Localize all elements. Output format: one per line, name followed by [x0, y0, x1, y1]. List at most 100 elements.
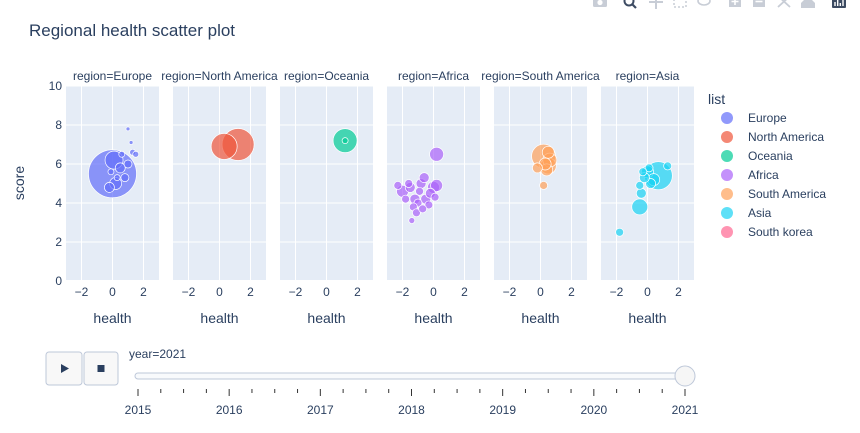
box-select-icon[interactable] — [673, 0, 687, 8]
lasso-loop — [697, 0, 711, 6]
x-tick-label: −2 — [182, 285, 196, 299]
data-point[interactable] — [418, 204, 427, 214]
data-point[interactable] — [132, 150, 140, 158]
data-point[interactable] — [123, 159, 133, 169]
x-tick-label: 0 — [537, 285, 544, 299]
data-point[interactable] — [635, 187, 647, 199]
slider-year-label[interactable]: 2021 — [672, 403, 699, 417]
x-axis-title: health — [200, 310, 238, 326]
legend-item[interactable]: Europe — [721, 111, 787, 125]
data-point[interactable] — [118, 150, 126, 158]
facet-panel: region=Asia −2 0 2 health — [601, 69, 694, 326]
zoom-out-icon[interactable] — [753, 0, 765, 7]
slider-handle[interactable] — [674, 365, 696, 387]
slider-current-label: year=2021 — [129, 347, 186, 361]
autoscale-icon[interactable] — [777, 0, 791, 8]
data-point[interactable] — [541, 145, 555, 159]
data-point[interactable] — [415, 186, 424, 196]
legend-marker — [721, 131, 733, 143]
legend-item[interactable]: North America — [721, 130, 824, 144]
data-point[interactable] — [631, 198, 649, 216]
legend-marker — [721, 169, 733, 181]
lasso-icon[interactable] — [697, 0, 711, 6]
home-icon[interactable] — [801, 0, 815, 8]
data-point[interactable] — [430, 179, 443, 192]
data-point[interactable] — [429, 146, 444, 162]
zoom-in-plus — [731, 0, 739, 5]
data-point[interactable] — [412, 208, 421, 218]
slider-year-label[interactable]: 2016 — [216, 403, 243, 417]
y-tick-label: 6 — [55, 157, 62, 171]
facet-label: region=South America — [481, 69, 600, 83]
zoom-in-icon[interactable] — [729, 0, 741, 7]
data-point[interactable] — [401, 194, 410, 204]
y-tick-label: 10 — [49, 79, 63, 93]
data-point[interactable] — [638, 167, 648, 177]
x-tick-label: 2 — [568, 285, 575, 299]
slider-year-label[interactable]: 2020 — [580, 403, 607, 417]
data-point[interactable] — [114, 162, 126, 174]
play-button[interactable] — [45, 351, 83, 386]
legend-marker — [721, 188, 733, 200]
x-tick-label: 2 — [354, 285, 361, 299]
facet-panel: region=Africa −2 0 2 health — [387, 69, 480, 326]
data-point[interactable] — [393, 181, 403, 190]
data-point[interactable] — [663, 161, 673, 171]
facet-label: region=North America — [161, 69, 278, 83]
data-point[interactable] — [404, 179, 414, 188]
data-point[interactable] — [418, 172, 430, 183]
legend-item[interactable]: Oceania — [721, 149, 793, 163]
y-tick-label: 0 — [55, 274, 62, 288]
zoom-icon[interactable] — [623, 0, 637, 9]
data-point[interactable] — [120, 173, 130, 182]
slider-year-label[interactable]: 2017 — [307, 403, 334, 417]
legend-item[interactable]: South America — [721, 187, 826, 201]
y-tick-label: 4 — [55, 196, 62, 210]
pan-cross — [649, 0, 663, 9]
data-point[interactable] — [532, 162, 543, 174]
data-point[interactable] — [615, 227, 624, 237]
x-tick-label: −2 — [396, 285, 410, 299]
legend-item[interactable]: Africa — [721, 168, 779, 182]
data-point[interactable] — [128, 140, 134, 145]
slider-ticks: 2015 2016 2017 2018 2019 2020 2021 — [125, 389, 699, 417]
data-point[interactable] — [539, 181, 548, 190]
plotly-logo-icon[interactable] — [832, 0, 846, 8]
data-point[interactable] — [644, 163, 654, 173]
home-shape — [801, 0, 815, 8]
data-point[interactable] — [635, 181, 645, 190]
data-point[interactable] — [113, 174, 121, 181]
data-point[interactable] — [430, 192, 440, 202]
slider-year-label[interactable]: 2015 — [125, 403, 152, 417]
data-point[interactable] — [107, 168, 115, 176]
legend-marker — [721, 226, 733, 238]
x-tick-label: 2 — [140, 285, 147, 299]
modebar — [593, 0, 846, 9]
data-point[interactable] — [210, 133, 238, 160]
year-slider: year=2021 2015 2016 2017 2018 2019 2020 2021 — [125, 347, 699, 417]
box-outline — [673, 0, 687, 8]
legend-title: list — [708, 91, 725, 107]
data-point[interactable] — [341, 137, 349, 144]
legend-label: South America — [748, 187, 826, 201]
slider-year-label[interactable]: 2019 — [489, 403, 516, 417]
slider-year-label[interactable]: 2018 — [398, 403, 425, 417]
zoom-lens — [623, 0, 635, 7]
legend-item[interactable]: South korea — [721, 225, 813, 239]
data-point[interactable] — [424, 200, 434, 210]
legend-marker — [721, 207, 733, 219]
camera-icon[interactable] — [593, 0, 607, 7]
facet-label: region=Asia — [616, 69, 680, 83]
pan-icon[interactable] — [649, 0, 663, 9]
data-point[interactable] — [408, 217, 416, 224]
x-tick-label: 0 — [644, 285, 651, 299]
data-point[interactable] — [104, 182, 115, 193]
stop-button[interactable] — [83, 351, 119, 386]
x-axis-title: health — [628, 310, 666, 326]
legend-item[interactable]: Asia — [721, 206, 772, 220]
play-icon — [61, 364, 69, 373]
x-tick-label: 2 — [461, 285, 468, 299]
legend-label: Asia — [748, 206, 772, 220]
data-point[interactable] — [125, 126, 131, 132]
slider-rail[interactable] — [134, 372, 688, 380]
